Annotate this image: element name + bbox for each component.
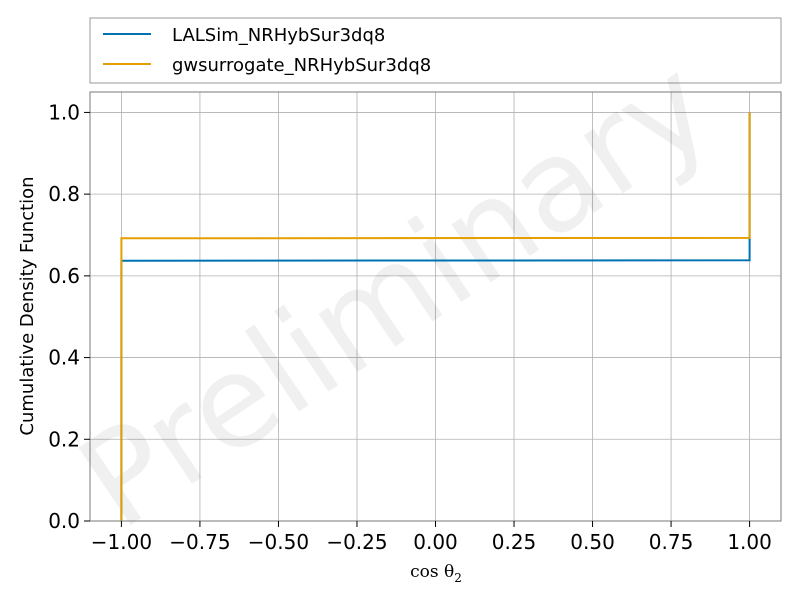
x-tick-label: −0.25 [326, 530, 387, 554]
x-tick-label: 1.00 [727, 530, 772, 554]
x-axis-label: cos θ2 [410, 562, 462, 585]
x-axis-ticks: −1.00 −0.75 −0.50 −0.25 0.00 0.25 0.50 0.75 1.00 [91, 521, 772, 554]
legend-label-lalsim: LALSim_NRHybSur3dq8 [172, 25, 385, 46]
x-tick-label: 0.25 [492, 530, 537, 554]
series-line-gwsurrogate-nrhybsur3dq8 [120, 112, 751, 521]
y-axis-label: Cumulative Density Function [17, 176, 38, 435]
legend: LALSim_NRHybSur3dq8 gwsurrogate_NRHybSur… [89, 17, 782, 84]
legend-label-gwsurrogate: gwsurrogate_NRHybSur3dq8 [172, 55, 431, 76]
x-axis-label-text: cos θ [410, 562, 454, 582]
x-tick-label: 0.75 [649, 530, 694, 554]
y-tick-label: 0.2 [48, 427, 80, 451]
x-tick-label: −0.75 [169, 530, 230, 554]
y-axis-ticks: 0.0 0.2 0.4 0.6 0.8 1.0 [48, 100, 90, 533]
x-tick-label: −1.00 [91, 530, 152, 554]
legend-box [89, 17, 782, 84]
y-tick-label: 1.0 [48, 100, 80, 124]
y-tick-label: 0.8 [48, 182, 80, 206]
y-tick-label: 0.0 [48, 509, 80, 533]
x-tick-label: −0.50 [248, 530, 309, 554]
y-tick-label: 0.4 [48, 346, 80, 370]
y-tick-label: 0.6 [48, 264, 80, 288]
x-tick-label: 0.50 [570, 530, 615, 554]
series-layer [120, 112, 751, 521]
x-axis-label-subscript: 2 [454, 571, 462, 585]
x-tick-label: 0.00 [413, 530, 458, 554]
